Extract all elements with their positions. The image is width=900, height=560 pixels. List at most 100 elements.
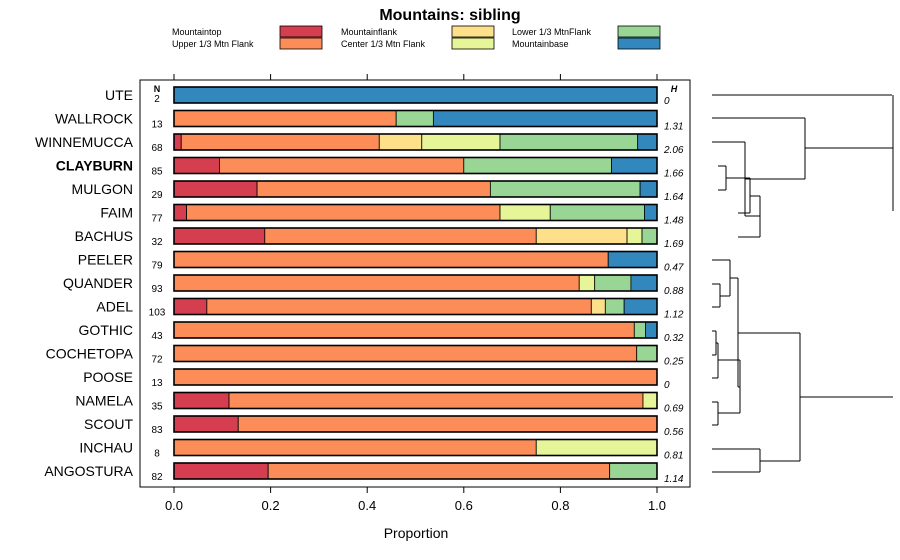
legend-label-mountainbase: Mountainbase	[512, 39, 569, 49]
bar-outline-quander	[173, 274, 658, 292]
row-h-scout: 0.56	[664, 427, 684, 438]
legend-label-upper-1-3-mtn-flank: Upper 1/3 Mtn Flank	[172, 39, 254, 49]
n-header: N	[154, 84, 161, 94]
bar-scout-mountaintop	[173, 415, 239, 433]
bar-gothic-lower-1-3-mtnflank	[633, 321, 646, 339]
bar-clayburn-mountaintop	[173, 157, 220, 174]
bar-bachus-mountaintop	[173, 227, 266, 245]
bar-adel-upper-1-3-mtn-flank	[206, 298, 592, 315]
x-tick-label: 0.8	[551, 498, 569, 513]
bar-mulgon-mountainbase	[639, 180, 658, 198]
row-label-ute: UTE	[105, 87, 133, 103]
row-h-namela: 0.69	[664, 404, 684, 415]
bar-mulgon-mountaintop	[173, 180, 258, 198]
bar-namela-center-1-3-mtn-flank	[642, 392, 658, 409]
bar-outline-ute	[173, 86, 658, 104]
row-labels-group: UTE 2 0 WALLROCK 13 1.31 WINNEMUCCA 68 2.06 CLAYB…	[35, 87, 684, 485]
bar-namela-upper-1-3-mtn-flank	[228, 392, 644, 409]
row-n-quander: 93	[151, 284, 163, 295]
row-n-winnemucca: 68	[151, 143, 163, 154]
x-tick-label: 0.6	[455, 498, 473, 513]
row-label-poose: POOSE	[83, 369, 133, 385]
row-label-peeler: PEELER	[78, 252, 133, 268]
bar-adel-mountaintop	[173, 298, 208, 315]
bar-faim-mountainbase	[644, 204, 658, 221]
row-n-ute: 2	[154, 94, 160, 105]
legend-label-mountainflank: Mountainflank	[341, 27, 398, 37]
legend-label-mountaintop: Mountaintop	[172, 27, 222, 37]
row-h-angostura: 1.14	[664, 474, 684, 485]
row-h-inchau: 0.81	[664, 451, 683, 462]
bar-adel-mountainbase	[623, 298, 658, 315]
row-label-winnemucca: WINNEMUCCA	[35, 134, 134, 150]
row-label-quander: QUANDER	[63, 275, 133, 291]
row-n-mulgon: 29	[151, 190, 163, 201]
bar-outline-faim	[173, 203, 658, 222]
bar-adel-mountainflank	[590, 298, 606, 315]
row-h-gothic: 0.32	[664, 333, 684, 344]
legend-swatch-lower-1-3-mtnflank	[617, 25, 661, 38]
bar-quander-center-1-3-mtn-flank	[578, 274, 596, 292]
row-label-scout: SCOUT	[84, 416, 133, 432]
row-h-adel: 1.12	[664, 310, 684, 321]
row-n-faim: 77	[151, 214, 163, 225]
bar-bachus-mountainflank	[535, 227, 628, 245]
dendrogram	[712, 94, 894, 473]
row-label-clayburn: CLAYBURN	[56, 158, 133, 174]
bar-outline-inchau	[173, 438, 658, 457]
row-label-adel: ADEL	[96, 299, 133, 315]
row-h-peeler: 0.47	[664, 263, 684, 274]
row-n-wallrock: 13	[151, 120, 163, 131]
bar-scout-upper-1-3-mtn-flank	[237, 415, 658, 433]
bar-outline-bachus	[173, 227, 658, 245]
bar-outline-winnemucca	[173, 133, 658, 151]
row-n-bachus: 32	[151, 237, 163, 248]
bar-poose-upper-1-3-mtn-flank	[173, 368, 658, 386]
bar-winnemucca-mountainbase	[637, 133, 658, 151]
bar-outline-gothic	[173, 321, 658, 339]
legend-label-center-1-3-mtn-flank: Center 1/3 Mtn Flank	[341, 39, 426, 49]
bar-wallrock-lower-1-3-mtnflank	[395, 110, 434, 127]
row-label-faim: FAIM	[100, 205, 133, 221]
chart-title: Mountains: sibling	[379, 7, 520, 24]
bar-outline-peeler	[173, 250, 658, 269]
bar-outline-clayburn	[173, 156, 658, 175]
bar-outline-namela	[173, 391, 658, 410]
row-h-poose: 0	[664, 380, 670, 391]
bar-clayburn-lower-1-3-mtnflank	[463, 157, 612, 174]
x-tick-label: 0.0	[165, 498, 183, 513]
bar-wallrock-mountainbase	[432, 110, 658, 127]
bar-clayburn-upper-1-3-mtn-flank	[219, 157, 465, 174]
bar-winnemucca-center-1-3-mtn-flank	[421, 133, 501, 151]
bar-inchau-upper-1-3-mtn-flank	[173, 439, 537, 456]
row-n-gothic: 43	[151, 331, 163, 342]
row-label-namela: NAMELA	[75, 393, 133, 409]
h-header: H	[671, 84, 678, 94]
plot-frame	[139, 79, 691, 488]
bar-cochetopa-lower-1-3-mtnflank	[636, 345, 658, 362]
legend-label-lower-1-3-mtnflank: Lower 1/3 MtnFlank	[512, 27, 592, 37]
bar-winnemucca-upper-1-3-mtn-flank	[180, 133, 380, 151]
bar-angostura-lower-1-3-mtnflank	[609, 462, 658, 480]
bar-ute-mountainbase	[173, 86, 658, 104]
x-tick-label: 0.4	[358, 498, 376, 513]
bar-peeler-mountainbase	[607, 251, 658, 268]
row-h-winnemucca: 2.06	[663, 145, 684, 156]
row-n-namela: 35	[151, 402, 163, 413]
bar-outline-angostura	[173, 462, 658, 480]
bars-group	[173, 86, 658, 480]
legend-swatch-mountainbase	[617, 37, 661, 50]
row-n-scout: 83	[151, 425, 163, 436]
bar-outline-adel	[173, 297, 658, 316]
bar-adel-lower-1-3-mtnflank	[604, 298, 625, 315]
bar-gothic-mountainbase	[645, 321, 658, 339]
row-label-gothic: GOTHIC	[79, 322, 133, 338]
x-axis: 0.0 0.2 0.4 0.6 0.8 1.0	[165, 74, 666, 513]
bar-peeler-upper-1-3-mtn-flank	[173, 251, 609, 268]
bar-faim-center-1-3-mtn-flank	[499, 204, 551, 221]
row-n-adel: 103	[149, 308, 166, 319]
bar-outline-cochetopa	[173, 344, 658, 363]
x-tick-label: 0.2	[262, 498, 280, 513]
bar-outline-mulgon	[173, 180, 658, 198]
